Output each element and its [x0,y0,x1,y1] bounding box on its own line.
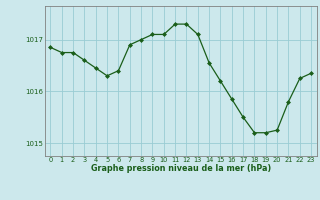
X-axis label: Graphe pression niveau de la mer (hPa): Graphe pression niveau de la mer (hPa) [91,164,271,173]
